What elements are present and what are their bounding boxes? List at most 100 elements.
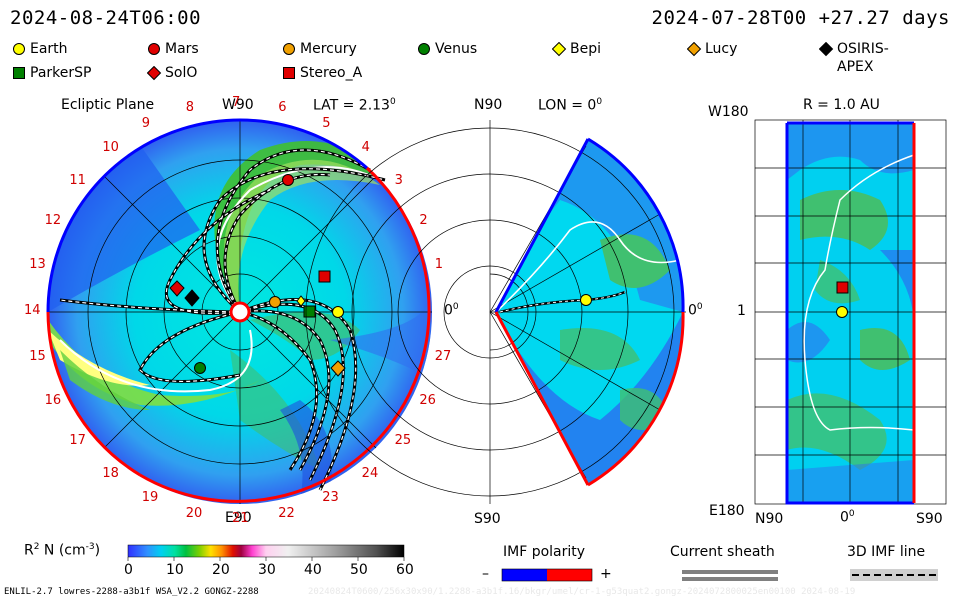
legend-label: Lucy [705, 41, 738, 57]
ecliptic-top-label: W90 [222, 97, 254, 113]
carrington-label: 3 [394, 173, 403, 189]
stereo-a-radial-marker [836, 281, 849, 294]
carrington-label: 16 [44, 393, 62, 409]
meridional-top-label: N90 [474, 97, 503, 113]
footer-model-info: ENLIL-2.7 lowres-2288-a3b1f WSA_V2.2 GON… [4, 587, 259, 597]
reference-time: 2024-07-28T00 +27.27 days [651, 7, 950, 29]
radial-x-mid: 00 [840, 509, 855, 526]
imf-plus-label: + [600, 566, 612, 582]
carrington-label: 1 [434, 256, 444, 272]
ecliptic-bottom-label: E90 [225, 510, 252, 526]
osiris-apex-marker [184, 289, 200, 307]
carrington-label: 21 [232, 511, 249, 526]
carrington-label: 25 [394, 432, 412, 448]
legend-circle-icon [13, 43, 25, 55]
radial-mid-label: 1 [737, 303, 746, 319]
model-time: 2024-08-24T06:00 [10, 7, 202, 29]
ecliptic-right-label: 00 [444, 302, 459, 319]
legend-square-icon [13, 67, 25, 79]
colorbar-label: R2 N (cm-3) [24, 542, 101, 559]
carrington-label: 17 [69, 432, 86, 448]
carrington-label: 26 [419, 393, 436, 409]
carrington-label: 11 [69, 173, 86, 189]
legend-diamond-icon [147, 66, 162, 81]
legend-label: SolO [165, 65, 198, 81]
carrington-label: 10 [102, 140, 119, 156]
radial-x-left: N90 [755, 511, 784, 527]
legend-square-icon [283, 67, 295, 79]
radial-x-right: S90 [916, 511, 943, 527]
legend-label: Earth [30, 41, 68, 57]
carrington-label: 18 [102, 465, 119, 481]
carrington-label: 8 [185, 100, 194, 116]
mercury-marker [269, 296, 281, 308]
colorbar-tick-label: 60 [396, 562, 414, 578]
imf-line-title: 3D IMF line [847, 544, 926, 560]
radial-r-label: R = 1.0 AU [803, 97, 880, 113]
earth-meridional-marker [580, 294, 592, 306]
carrington-label: 14 [24, 303, 41, 318]
carrington-label: 23 [322, 490, 339, 506]
density-colorbar [127, 544, 405, 558]
legend-diamond-icon [687, 42, 702, 57]
legend-circle-icon [148, 43, 160, 55]
colorbar-tick-label: 10 [166, 562, 184, 578]
carrington-label: 22 [278, 505, 295, 521]
legend-label: Venus [435, 41, 478, 57]
legend-diamond-icon [552, 42, 567, 57]
legend-label: Mercury [300, 41, 357, 57]
colorbar-tick-label: 50 [350, 562, 368, 578]
carrington-label: 20 [185, 505, 203, 521]
stereo-a-marker [318, 270, 331, 283]
bepi-marker [296, 295, 306, 307]
imf-positive-swatch [547, 569, 592, 581]
carrington-label: 12 [44, 212, 62, 228]
carrington-label: 7 [232, 95, 241, 110]
legend-circle-icon [283, 43, 295, 55]
radial-top-label: W180 [708, 104, 749, 120]
colorbar-tick-label: 40 [304, 562, 322, 578]
carrington-label: 5 [322, 115, 331, 131]
ecliptic-lat-label: LAT = 2.130 [313, 97, 396, 114]
meridional-right-label: 00 [688, 302, 703, 319]
meridional-bottom-label: S90 [474, 511, 501, 527]
current-sheath-title: Current sheath [670, 544, 775, 560]
earth-radial-marker [836, 306, 848, 318]
radial-panel [754, 119, 947, 505]
carrington-label: 13 [29, 256, 46, 272]
carrington-label: 27 [434, 349, 452, 365]
sun-marker [229, 301, 251, 323]
ecliptic-title: Ecliptic Plane [61, 97, 155, 113]
legend-label: Bepi [570, 41, 601, 57]
carrington-label: 4 [361, 140, 370, 156]
legend-label: Stereo_A [300, 65, 363, 81]
legend-diamond-icon [819, 42, 834, 57]
colorbar-tick-label: 30 [258, 562, 276, 578]
carrington-label: 9 [141, 115, 151, 131]
lucy-marker [330, 360, 346, 377]
carrington-label: 24 [361, 465, 379, 481]
radial-bottom-label: E180 [709, 503, 745, 519]
legend-label: ParkerSP [30, 65, 92, 81]
legend-circle-icon [418, 43, 430, 55]
parkersp-marker [303, 305, 316, 318]
solo-marker [169, 280, 185, 297]
imf-polarity-title: IMF polarity [503, 544, 586, 560]
venus-marker [194, 362, 206, 374]
current-sheath-line-1 [682, 570, 778, 574]
mars-marker [282, 174, 294, 186]
footer-run-info: 20240824T0600/256x30x90/1.2288-a3b1f.16/… [308, 587, 856, 597]
imf-minus-label: – [482, 566, 489, 582]
imf-negative-swatch [502, 569, 547, 581]
carrington-label: 2 [419, 212, 428, 228]
carrington-label: 15 [29, 349, 46, 365]
colorbar-tick-label: 20 [212, 562, 230, 578]
ecliptic-panel [46, 118, 432, 504]
current-sheath-line-2 [682, 577, 778, 581]
meridional-lon-label: LON = 00 [538, 97, 603, 114]
carrington-label: 6 [278, 100, 287, 116]
imf-line-swatch [850, 569, 938, 581]
legend-label: OSIRIS-APEX [837, 41, 889, 75]
colorbar-tick-label: 0 [124, 562, 133, 578]
